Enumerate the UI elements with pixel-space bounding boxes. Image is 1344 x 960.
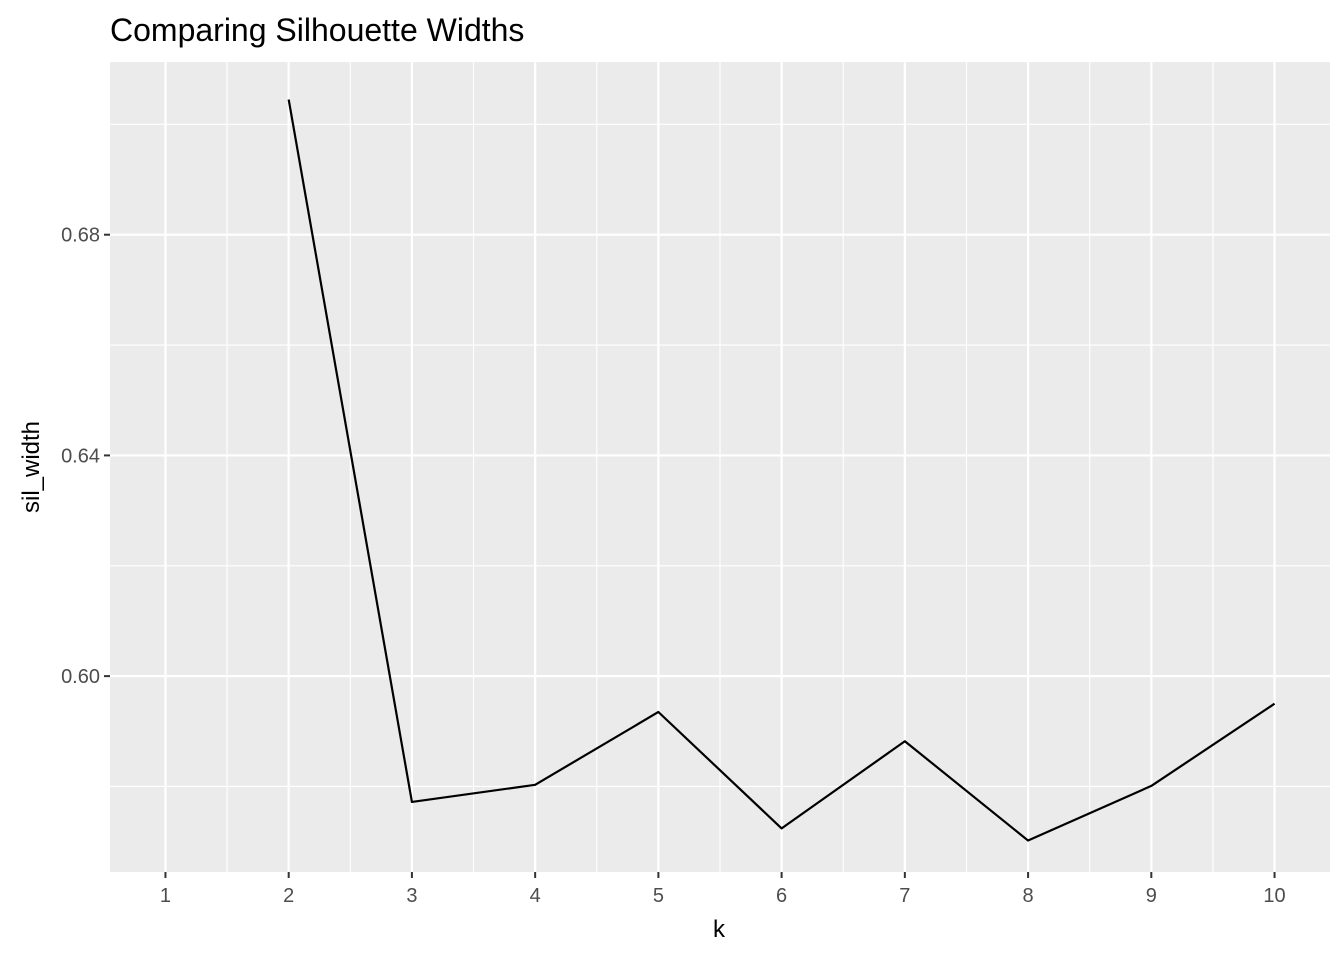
x-tick-label: 9 [1146, 885, 1157, 907]
x-tick-label: 1 [160, 885, 171, 907]
x-tick-label: 3 [406, 885, 417, 907]
y-tick-label: 0.60 [61, 666, 100, 688]
x-tick-label: 8 [1023, 885, 1034, 907]
y-axis: 0.60 0.64 0.68 [61, 225, 110, 688]
x-tick-label: 7 [899, 885, 910, 907]
x-tick-label: 2 [283, 885, 294, 907]
chart-title: Comparing Silhouette Widths [110, 12, 524, 48]
x-axis: 1 2 3 4 5 6 7 8 9 10 [160, 872, 1286, 907]
y-tick-label: 0.64 [61, 445, 100, 467]
y-tick-label: 0.68 [61, 225, 100, 247]
minor-gridlines [110, 62, 1330, 872]
series-layer [287, 99, 1276, 842]
y-axis-title: sil_width [18, 421, 45, 513]
x-tick-label: 6 [776, 885, 787, 907]
x-tick-label: 5 [653, 885, 664, 907]
x-axis-title: k [713, 916, 726, 943]
series-line [287, 99, 1276, 842]
major-gridlines [110, 62, 1330, 872]
x-tick-label: 4 [530, 885, 541, 907]
x-tick-label: 10 [1263, 885, 1285, 907]
